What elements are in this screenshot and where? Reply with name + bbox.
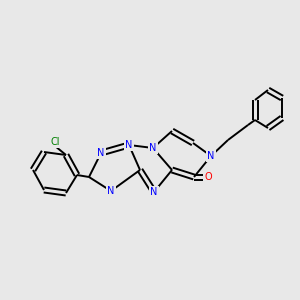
Text: Cl: Cl xyxy=(50,137,60,147)
Text: N: N xyxy=(207,151,215,161)
Text: Cl: Cl xyxy=(50,137,60,147)
Text: N: N xyxy=(97,148,105,158)
Text: N: N xyxy=(125,140,133,150)
Text: N: N xyxy=(150,187,158,197)
Text: N: N xyxy=(107,186,115,196)
Text: N: N xyxy=(149,143,157,153)
Text: O: O xyxy=(204,172,212,182)
